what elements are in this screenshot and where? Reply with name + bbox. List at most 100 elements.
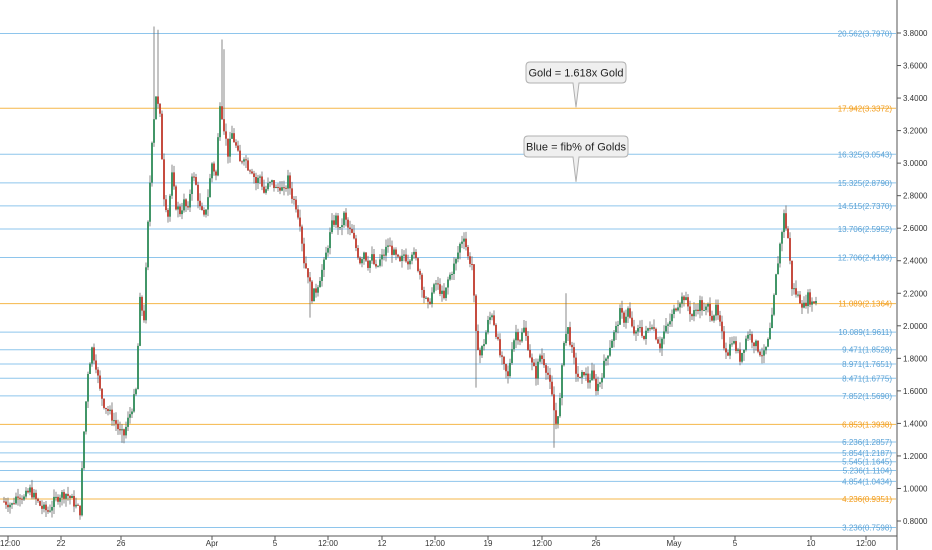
candle-body-14 xyxy=(31,487,33,498)
fib-label-15: 5.854(1.2187) xyxy=(842,449,892,458)
candle-body-83 xyxy=(169,195,171,217)
candle-body-44 xyxy=(91,347,93,364)
candle-body-125 xyxy=(253,173,255,178)
candle-body-132 xyxy=(267,183,269,190)
candle-body-40 xyxy=(83,431,85,469)
candle-body-98 xyxy=(199,200,201,207)
candle-body-244 xyxy=(491,315,493,318)
candle-body-149 xyxy=(301,226,303,244)
candle-body-371 xyxy=(745,338,747,350)
candle-body-200 xyxy=(403,254,405,256)
fib-level-labels: 20.562(3.7970) 17.942(3.3372) 16.325(3.054… xyxy=(838,29,893,532)
candle-body-97 xyxy=(197,184,199,201)
candle-body-110 xyxy=(223,119,225,132)
candle-body-237 xyxy=(477,330,479,351)
candle-body-187 xyxy=(377,265,379,267)
candle-body-364 xyxy=(731,343,733,345)
candle-body-373 xyxy=(749,334,751,336)
candle-body-211 xyxy=(425,297,427,299)
candle-body-116 xyxy=(235,142,237,146)
candle-body-246 xyxy=(495,324,497,337)
candle-body-113 xyxy=(229,138,231,157)
candle-body-111 xyxy=(225,131,227,139)
candle-body-76 xyxy=(155,96,157,120)
candle-body-148 xyxy=(299,217,301,227)
candle-body-365 xyxy=(733,341,735,344)
candle-body-151 xyxy=(305,263,307,269)
candle-body-82 xyxy=(167,210,169,217)
candle-body-63 xyxy=(129,414,131,418)
candle-body-1 xyxy=(5,501,7,505)
x-tick-label-3: Apr xyxy=(206,539,219,548)
candle-body-136 xyxy=(275,186,277,189)
candle-body-217 xyxy=(437,283,439,285)
candle-body-135 xyxy=(273,180,275,189)
callouts: Gold = 1.618x Gold Blue = fib% of Golds xyxy=(523,61,629,182)
y-tick-label-7: 2.2000 xyxy=(903,289,928,298)
candle-body-96 xyxy=(195,177,197,185)
candle-body-9 xyxy=(21,498,23,500)
candle-body-88 xyxy=(179,206,181,215)
fib-label-10: 8.971(1.7651) xyxy=(842,360,892,369)
candle-body-332 xyxy=(667,324,669,326)
candle-body-272 xyxy=(547,372,549,375)
candle-body-177 xyxy=(357,248,359,258)
candle-body-156 xyxy=(315,288,317,293)
candle-body-70 xyxy=(143,310,145,321)
candle-body-282 xyxy=(567,327,569,334)
callout-box-0 xyxy=(525,61,627,108)
candle-body-147 xyxy=(297,209,299,218)
candle-body-3 xyxy=(9,504,11,508)
fib-label-19: 4.236(0.9351) xyxy=(842,495,892,504)
candle-body-119 xyxy=(241,161,243,163)
candle-body-143 xyxy=(289,175,291,189)
candle-body-262 xyxy=(527,335,529,350)
candle-body-122 xyxy=(247,160,249,171)
candle-body-203 xyxy=(409,260,411,265)
candle-body-251 xyxy=(505,364,507,372)
candle-body-275 xyxy=(553,394,555,411)
candle-body-394 xyxy=(791,260,793,290)
candle-body-259 xyxy=(521,332,523,342)
candle-body-234 xyxy=(471,263,473,265)
candle-body-46 xyxy=(95,360,97,370)
candle-body-80 xyxy=(163,159,165,200)
candle-body-24 xyxy=(51,506,53,511)
candle-body-366 xyxy=(735,341,737,351)
candle-body-130 xyxy=(263,186,265,193)
candle-body-178 xyxy=(359,257,361,264)
candle-body-347 xyxy=(697,309,699,312)
candle-body-239 xyxy=(481,346,483,356)
candle-body-388 xyxy=(779,243,781,264)
candle-body-207 xyxy=(417,258,419,271)
candle-body-367 xyxy=(737,349,739,351)
candle-body-309 xyxy=(621,308,623,313)
candle-body-378 xyxy=(759,351,761,356)
candle-body-226 xyxy=(455,258,457,264)
candle-body-60 xyxy=(123,429,125,436)
candle-body-232 xyxy=(467,247,469,257)
fib-label-18: 4.854(1.0434) xyxy=(842,477,892,486)
candle-body-298 xyxy=(599,382,601,384)
candle-body-290 xyxy=(583,371,585,376)
candle-body-391 xyxy=(785,213,787,229)
candle-body-346 xyxy=(695,309,697,311)
candle-body-121 xyxy=(245,159,247,161)
candle-body-375 xyxy=(753,342,755,347)
candle-body-28 xyxy=(59,497,61,502)
candle-body-10 xyxy=(23,496,25,500)
candle-body-228 xyxy=(459,243,461,253)
fib-label-7: 11.089(2.1364) xyxy=(838,300,892,309)
candle-body-327 xyxy=(657,339,659,344)
candle-body-31 xyxy=(65,493,67,499)
candle-body-36 xyxy=(75,504,77,507)
candle-body-404 xyxy=(811,301,813,305)
candle-body-230 xyxy=(463,238,465,242)
candle-body-405 xyxy=(813,301,815,304)
candle-body-11 xyxy=(25,490,27,497)
candle-body-215 xyxy=(433,284,435,293)
candle-body-295 xyxy=(593,370,595,379)
candle-body-180 xyxy=(363,252,365,260)
candle-body-30 xyxy=(63,492,65,499)
candle-body-208 xyxy=(419,270,421,275)
